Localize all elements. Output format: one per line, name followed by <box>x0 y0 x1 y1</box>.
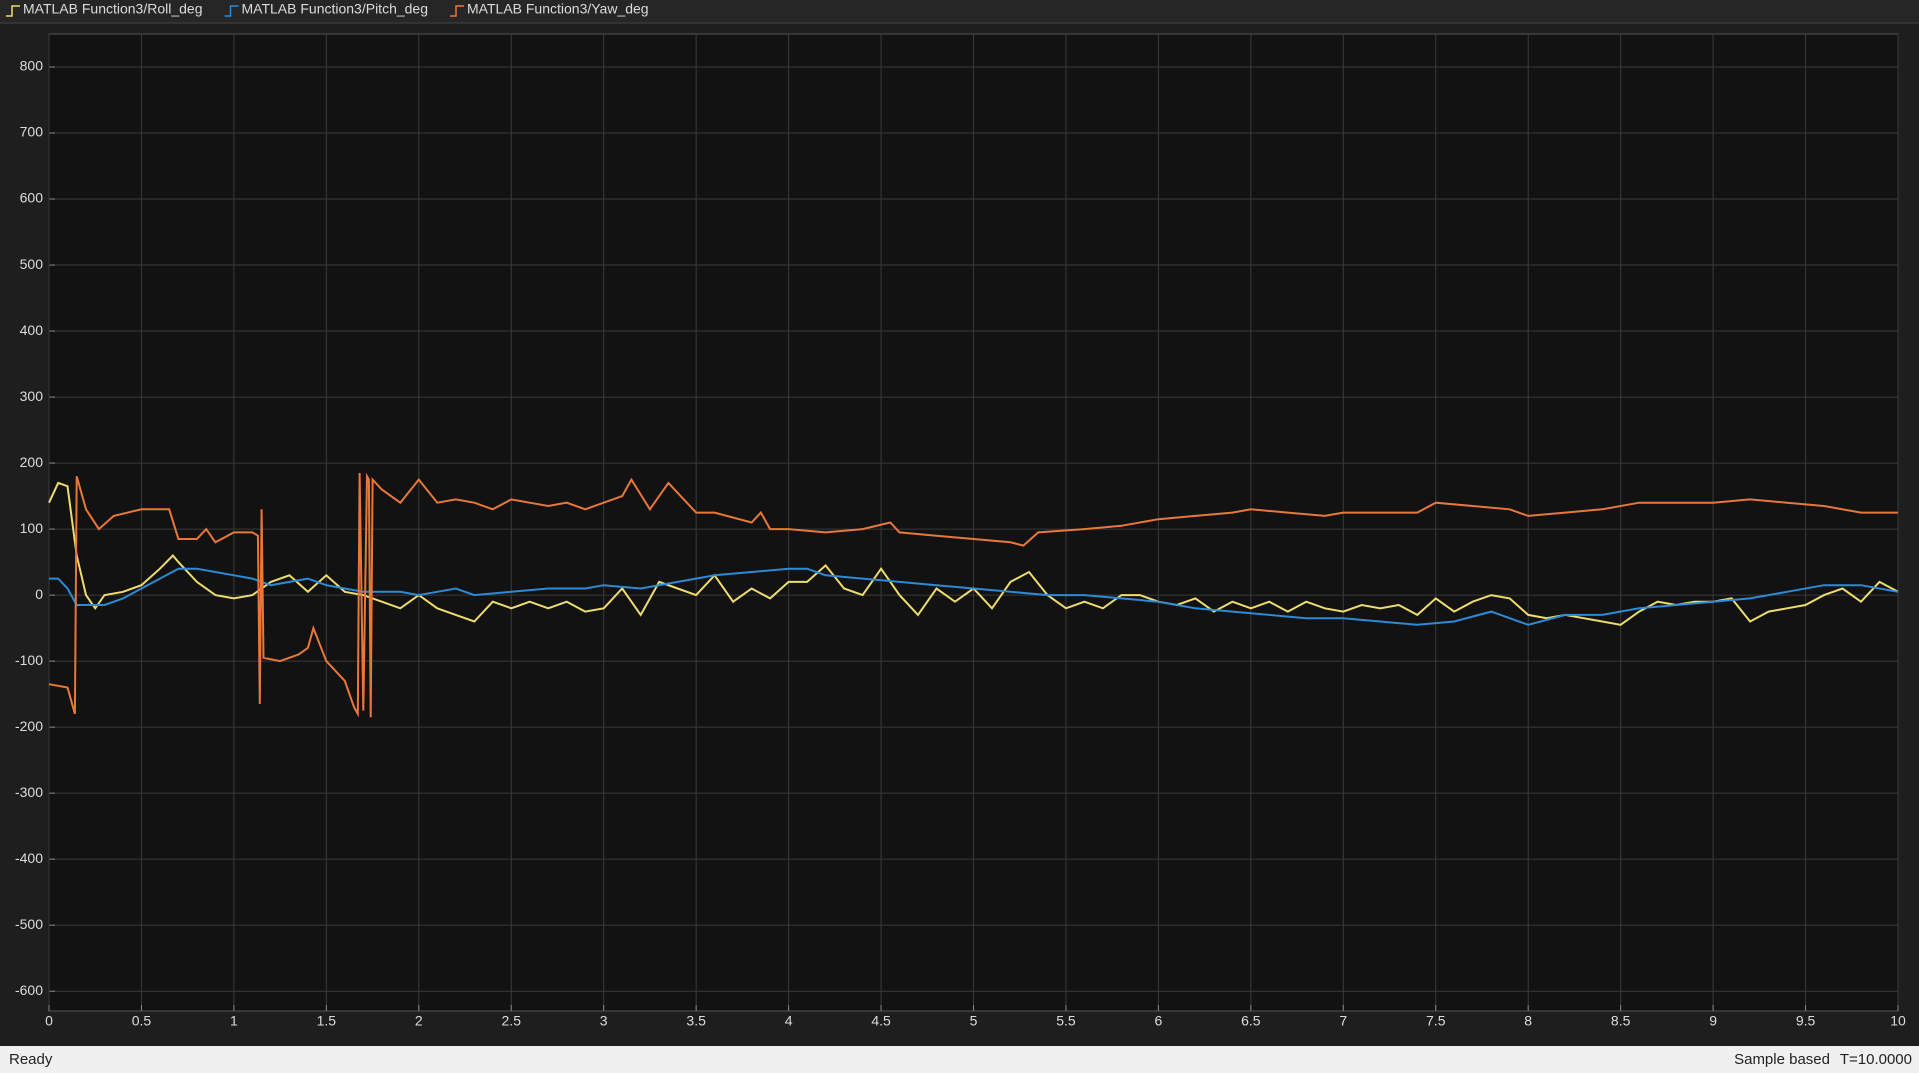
y-tick-label: 400 <box>20 322 44 338</box>
x-tick-label: 9 <box>1709 1013 1717 1029</box>
x-tick-label: 7 <box>1339 1013 1347 1029</box>
y-tick-label: -600 <box>15 982 43 998</box>
legend-item: MATLAB Function3/Roll_deg <box>6 1 203 17</box>
legend-label: MATLAB Function3/Roll_deg <box>23 1 203 17</box>
status-left: Ready <box>9 1051 53 1068</box>
y-tick-label: 500 <box>20 256 44 272</box>
legend-swatch <box>224 5 239 17</box>
series-line <box>49 567 1899 626</box>
x-tick-label: 1 <box>230 1013 238 1029</box>
x-tick-label: 4 <box>785 1013 793 1029</box>
legend-swatch <box>450 5 465 17</box>
x-tick-label: 8 <box>1524 1013 1532 1029</box>
legend-swatch <box>6 5 20 17</box>
y-tick-label: -400 <box>15 850 43 866</box>
status-time: T=10.0000 <box>1840 1051 1912 1068</box>
y-tick-label: 100 <box>20 520 44 536</box>
x-tick-label: 7.5 <box>1426 1013 1446 1029</box>
y-tick-label: 800 <box>20 58 44 74</box>
x-tick-label: 4.5 <box>871 1013 891 1029</box>
x-tick-label: 8.5 <box>1611 1013 1631 1029</box>
x-tick-label: 5.5 <box>1056 1013 1076 1029</box>
x-tick-label: 5 <box>970 1013 978 1029</box>
y-tick-label: -100 <box>15 652 43 668</box>
x-tick-label: 1.5 <box>317 1013 337 1029</box>
status-bar: Ready Sample based T=10.0000 <box>0 1046 1919 1073</box>
x-tick-label: 2 <box>415 1013 423 1029</box>
x-tick-label: 2.5 <box>502 1013 522 1029</box>
x-tick-label: 0.5 <box>132 1013 152 1029</box>
y-tick-label: -500 <box>15 916 43 932</box>
status-mode: Sample based <box>1734 1051 1830 1068</box>
legend-item: MATLAB Function3/Pitch_deg <box>224 1 429 17</box>
legend-label: MATLAB Function3/Yaw_deg <box>467 1 649 17</box>
x-tick-label: 10 <box>1890 1013 1906 1029</box>
y-tick-label: -300 <box>15 784 43 800</box>
y-tick-label: 700 <box>20 124 44 140</box>
x-tick-label: 3.5 <box>686 1013 706 1029</box>
series-line <box>48 472 1898 718</box>
status-bg <box>0 1046 1919 1073</box>
y-tick-label: 0 <box>35 586 43 602</box>
y-tick-label: -200 <box>15 718 43 734</box>
x-tick-label: 6.5 <box>1241 1013 1261 1029</box>
x-tick-label: 9.5 <box>1796 1013 1816 1029</box>
y-tick-label: 600 <box>20 190 44 206</box>
legend-item: MATLAB Function3/Yaw_deg <box>450 1 649 17</box>
x-tick-label: 6 <box>1155 1013 1163 1029</box>
x-tick-label: 3 <box>600 1013 608 1029</box>
y-tick-label: 200 <box>20 454 44 470</box>
legend-label: MATLAB Function3/Pitch_deg <box>242 1 429 17</box>
legend-bar <box>0 0 1919 23</box>
x-tick-label: 0 <box>45 1013 53 1029</box>
y-tick-label: 300 <box>20 388 44 404</box>
